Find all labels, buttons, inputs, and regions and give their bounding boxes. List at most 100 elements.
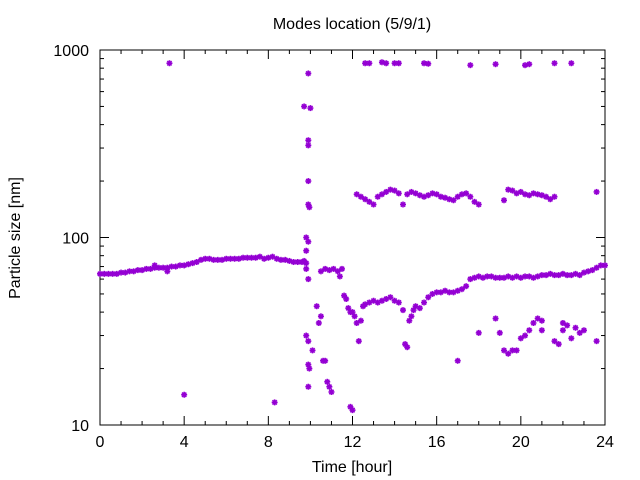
data-point — [433, 191, 440, 198]
data-point — [467, 193, 474, 200]
data-point — [593, 264, 600, 271]
data-point — [492, 315, 499, 322]
data-point — [334, 268, 341, 275]
data-point — [235, 255, 242, 262]
data-point — [338, 265, 345, 272]
data-point — [303, 332, 310, 339]
data-point — [305, 137, 312, 144]
data-point — [572, 324, 579, 331]
data-point — [303, 265, 310, 272]
data-point — [305, 178, 312, 185]
data-point — [378, 191, 385, 198]
data-point — [290, 259, 297, 266]
data-point — [395, 190, 402, 197]
data-point — [509, 347, 516, 354]
data-point — [509, 187, 516, 194]
x-tick-label: 12 — [344, 434, 362, 451]
tick-labels: 0 4 8 12 16 20 24 10 100 1000 — [53, 43, 614, 451]
data-point — [551, 60, 558, 67]
x-tick-label: 0 — [96, 434, 105, 451]
data-point — [322, 357, 329, 364]
data-point — [366, 60, 373, 67]
data-point — [326, 383, 333, 390]
data-point — [404, 191, 411, 198]
axis-ticks — [99, 49, 606, 426]
data-point — [357, 317, 364, 324]
data-point — [589, 267, 596, 274]
data-point — [324, 378, 331, 385]
plot-frame — [99, 49, 606, 426]
data-point — [406, 317, 413, 324]
data-point — [271, 399, 278, 406]
data-point — [576, 272, 583, 279]
y-tick-label: 10 — [71, 418, 89, 435]
data-point — [294, 259, 301, 266]
data-point — [328, 388, 335, 395]
data-point — [526, 61, 533, 68]
data-point — [559, 319, 566, 326]
data-point — [351, 313, 358, 320]
data-point — [313, 303, 320, 310]
data-point — [416, 305, 423, 312]
data-point — [538, 272, 545, 279]
data-point — [458, 286, 465, 293]
data-point — [336, 273, 343, 280]
data-point — [576, 329, 583, 336]
data-point — [301, 257, 308, 264]
data-point — [214, 256, 221, 263]
data-point — [400, 307, 406, 314]
x-tick-label: 4 — [180, 434, 189, 451]
data-point — [181, 391, 188, 398]
x-tick-label: 8 — [264, 434, 273, 451]
data-point — [543, 193, 550, 200]
data-point — [463, 190, 470, 197]
data-point — [505, 350, 512, 357]
data-point — [555, 341, 562, 348]
data-point — [305, 70, 312, 77]
data-point — [306, 204, 313, 211]
data-point — [429, 190, 436, 197]
data-point — [513, 347, 520, 354]
data-point — [143, 265, 150, 272]
data-point — [551, 272, 558, 279]
data-point — [496, 329, 503, 336]
data-point — [305, 383, 312, 390]
data-point — [538, 317, 545, 324]
data-point — [400, 201, 406, 208]
data-point — [395, 299, 402, 306]
data-point — [501, 197, 507, 204]
data-point — [475, 329, 482, 336]
data-point — [307, 105, 314, 112]
data-points — [97, 59, 608, 414]
data-point — [492, 274, 499, 281]
data-point — [273, 255, 280, 262]
data-point — [202, 255, 209, 262]
data-point — [534, 315, 541, 322]
data-point — [164, 268, 171, 275]
data-point — [317, 268, 324, 275]
data-point — [568, 335, 575, 342]
chart-title: Modes location (5/9/1) — [273, 16, 431, 33]
data-point — [496, 274, 503, 281]
data-point — [343, 295, 350, 302]
data-point — [522, 191, 529, 198]
data-point — [305, 338, 312, 345]
data-point — [151, 262, 158, 269]
data-point — [378, 297, 385, 304]
data-point — [530, 319, 537, 326]
data-point — [517, 335, 524, 342]
data-point — [538, 327, 545, 334]
data-point — [404, 344, 411, 351]
data-point — [517, 188, 524, 195]
data-point — [362, 196, 369, 203]
data-point — [355, 338, 362, 345]
data-point — [315, 319, 322, 326]
data-point — [454, 357, 461, 364]
data-point — [349, 309, 356, 316]
data-point — [463, 283, 470, 290]
data-point — [593, 188, 600, 195]
data-point — [301, 103, 308, 110]
data-point — [244, 254, 251, 261]
data-point — [564, 322, 571, 329]
data-point — [547, 196, 554, 203]
